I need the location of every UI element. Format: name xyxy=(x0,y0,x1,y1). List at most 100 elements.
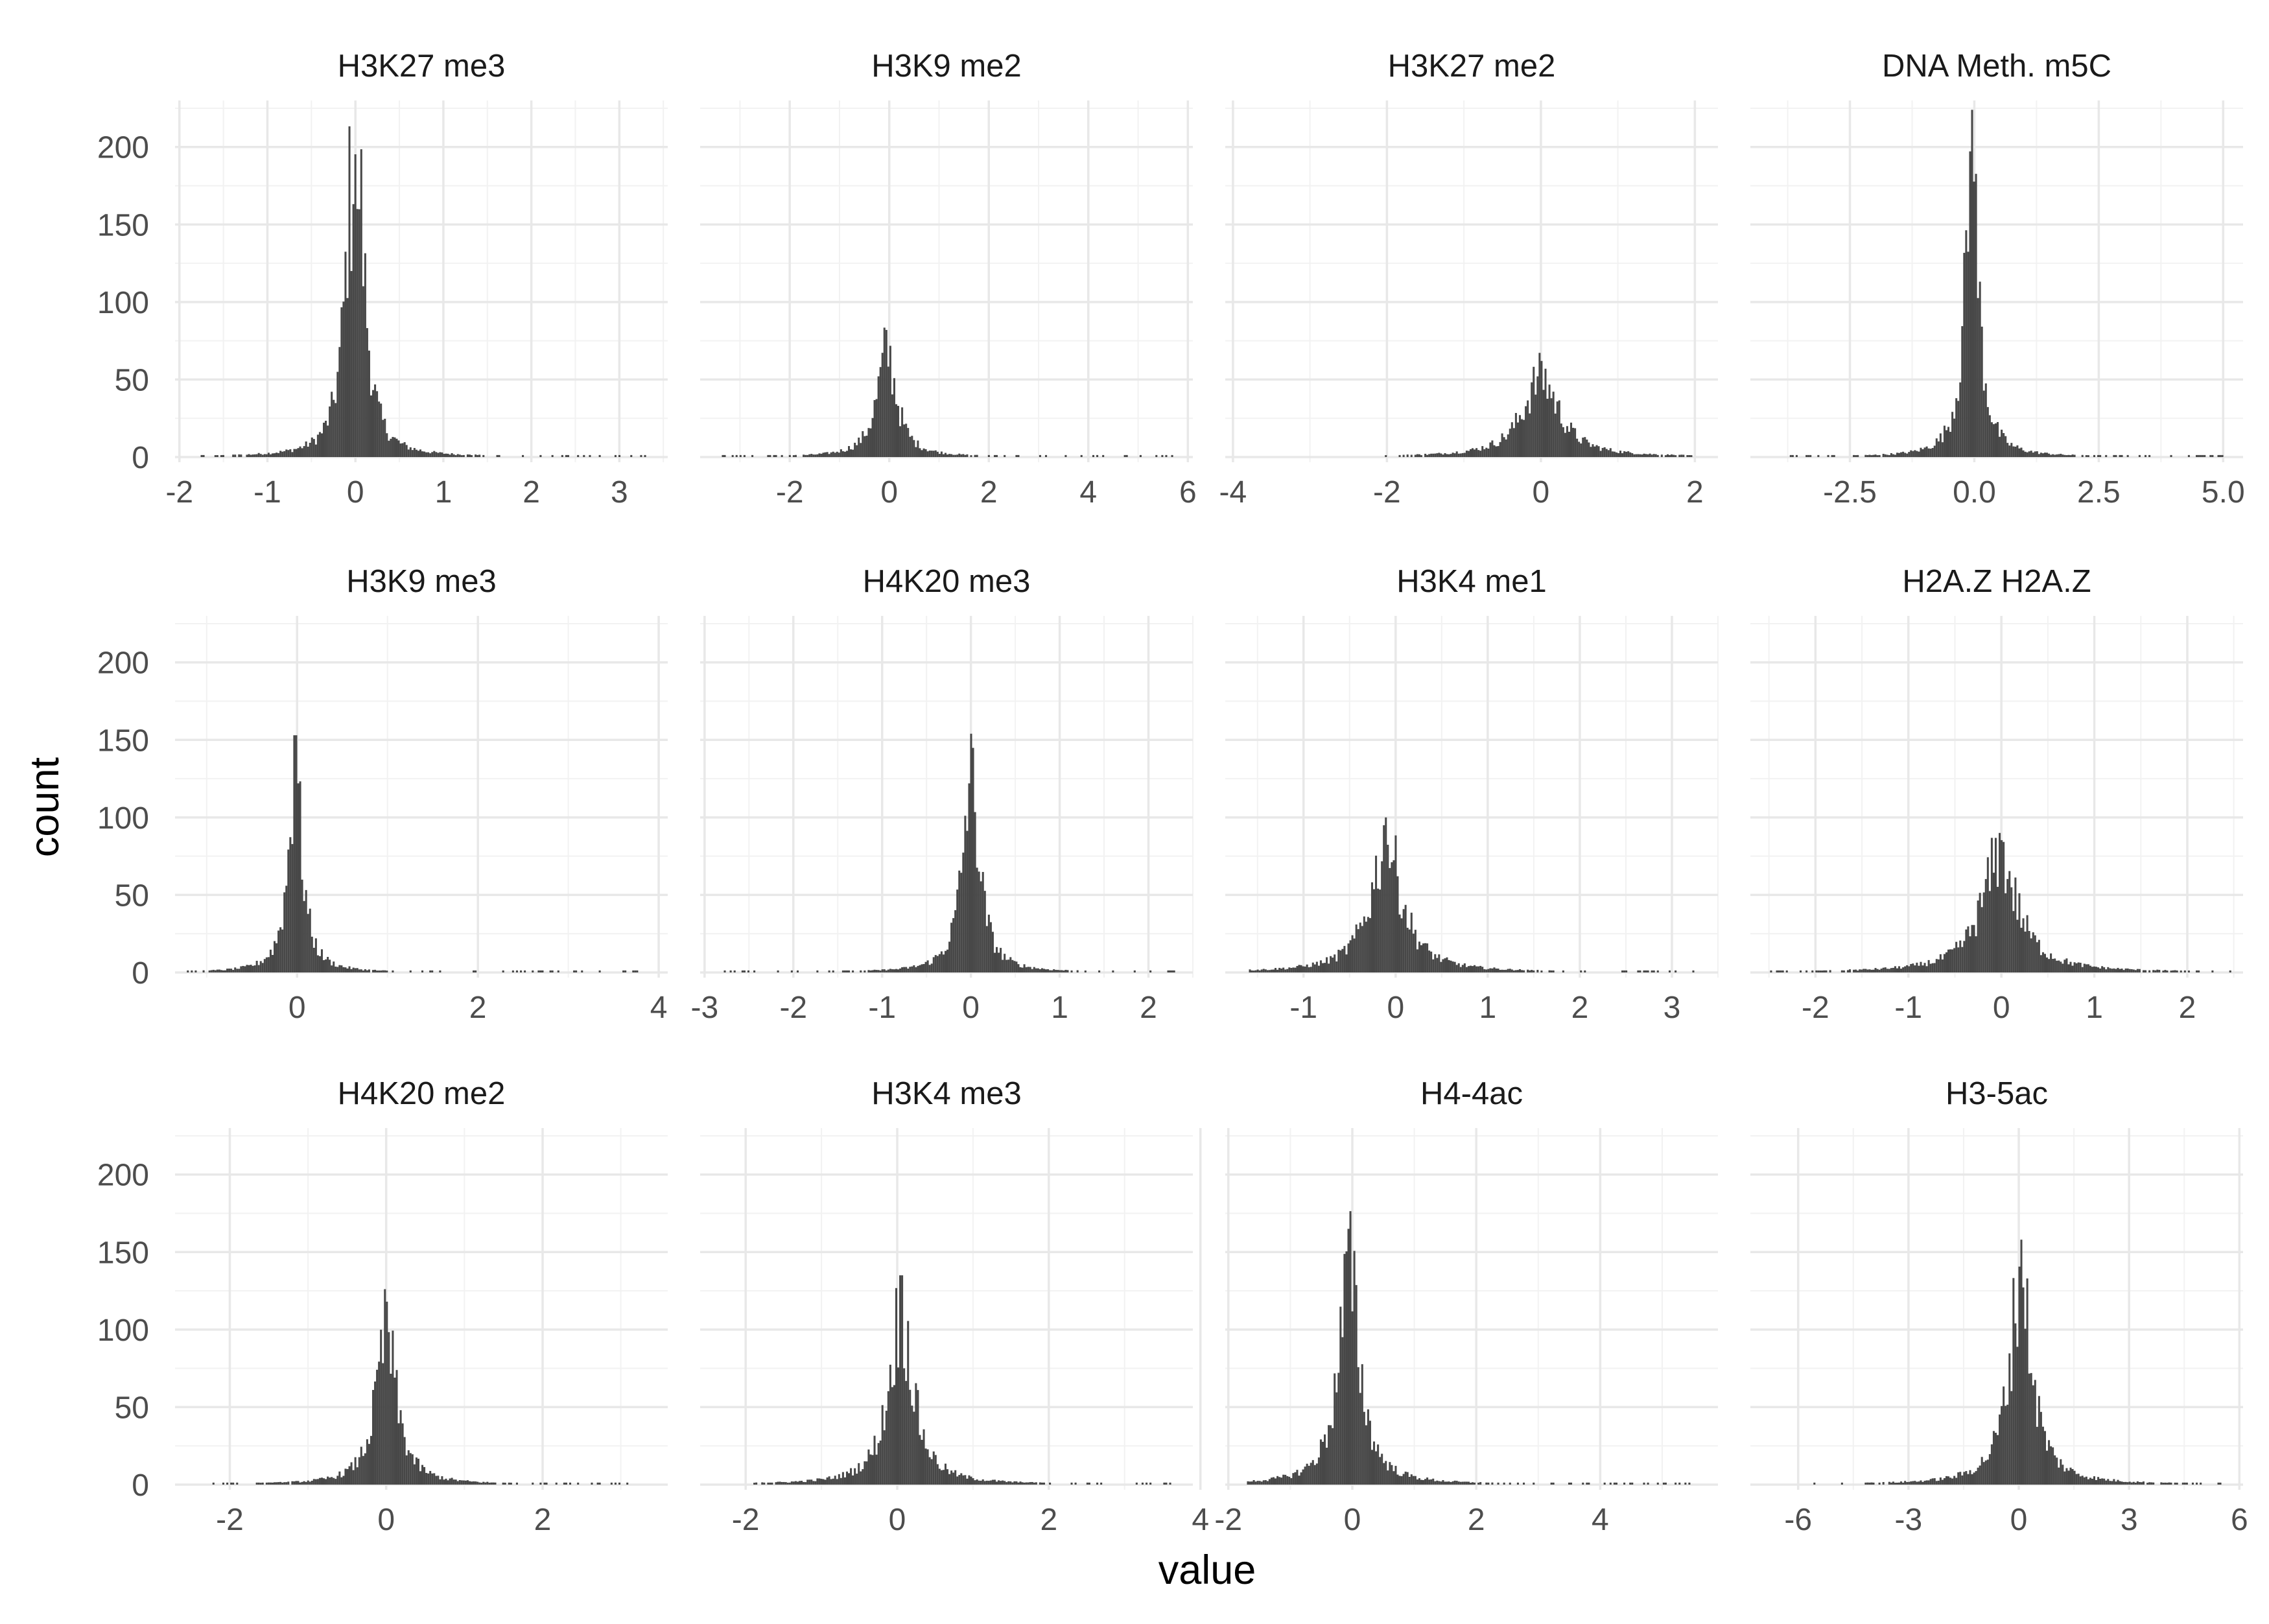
histogram-bar xyxy=(565,1482,567,1485)
histogram-bar xyxy=(2081,967,2084,972)
histogram-bar xyxy=(2174,970,2176,972)
histogram-bar xyxy=(1430,453,1433,457)
histogram-bar xyxy=(1155,454,1158,457)
histogram-bar xyxy=(366,970,368,972)
histogram-bar xyxy=(287,450,290,457)
histogram-bar xyxy=(1533,970,1535,972)
histogram-bar xyxy=(1351,935,1354,972)
histogram-bar xyxy=(1430,951,1433,972)
histogram-bar xyxy=(1831,454,1833,457)
histogram-bar xyxy=(312,947,315,972)
histogram-bar xyxy=(1452,1481,1454,1485)
histogram-bar xyxy=(1645,970,1647,972)
histogram-bar xyxy=(1385,1461,1387,1485)
histogram-bar xyxy=(2006,443,2009,457)
histogram-bar xyxy=(1552,1482,1555,1485)
histogram-bar xyxy=(644,454,646,457)
histogram-bar xyxy=(331,965,333,972)
histogram-bar xyxy=(2187,454,2190,457)
histogram-bar xyxy=(1941,959,1944,972)
histogram-bar xyxy=(2040,955,2042,972)
y-tick-label: 100 xyxy=(97,1313,149,1348)
histogram-bar xyxy=(864,436,866,457)
histogram-bar xyxy=(1669,454,1671,457)
histogram-bar xyxy=(1902,1482,1905,1485)
histogram-bar xyxy=(991,1479,994,1485)
histogram-bar xyxy=(344,1468,347,1485)
histogram-bar xyxy=(267,957,270,972)
histogram-bar xyxy=(1426,1477,1429,1485)
histogram-bar xyxy=(1935,438,1938,457)
histogram-bar xyxy=(1503,437,1505,457)
histogram-bar xyxy=(2150,1482,2153,1485)
facet-panel: H3K27 me2-4 -2 0 2 xyxy=(1219,49,1718,510)
histogram-bar xyxy=(1511,969,1513,972)
histogram-bar xyxy=(356,1467,359,1485)
histogram-bar xyxy=(1912,963,1914,972)
histogram-bar xyxy=(1935,1481,1938,1485)
histogram-bar xyxy=(2063,1471,2066,1485)
histogram-bar xyxy=(1292,1473,1295,1485)
histogram-bar xyxy=(447,453,449,457)
histogram-bar xyxy=(394,437,396,457)
histogram-bar xyxy=(1525,406,1527,457)
histogram-bar xyxy=(475,1481,477,1485)
histogram-bar xyxy=(1442,454,1444,457)
facet-title: H3K9 me2 xyxy=(871,49,1022,84)
histogram-bar xyxy=(401,443,404,457)
histogram-bar xyxy=(1393,860,1395,972)
histogram-bar xyxy=(2119,969,2121,972)
histogram-bar xyxy=(342,967,345,972)
histogram-bar xyxy=(2170,454,2172,457)
histogram-bar xyxy=(399,443,402,457)
histogram-bar xyxy=(1272,969,1275,972)
histogram-bar xyxy=(1288,967,1291,972)
histogram-bar xyxy=(1027,967,1029,972)
histogram-bar xyxy=(1969,936,1971,972)
histogram-bar xyxy=(1882,454,1885,457)
histogram-bar xyxy=(958,453,961,457)
histogram-bar xyxy=(741,970,744,972)
histogram-bar xyxy=(1258,1481,1261,1485)
histogram-bar xyxy=(411,1454,414,1485)
histogram-bar xyxy=(240,454,242,457)
histogram-bar xyxy=(1461,453,1464,457)
histogram-bar xyxy=(2146,1483,2149,1485)
histogram-bar xyxy=(1872,1482,1875,1485)
histogram-bar xyxy=(271,453,274,457)
histogram-bar xyxy=(883,1430,886,1485)
histogram-bar xyxy=(2063,454,2066,457)
histogram-bar xyxy=(1450,1482,1452,1485)
histogram-bar xyxy=(1988,891,1991,972)
histogram-bar xyxy=(1063,970,1065,972)
histogram-bar xyxy=(1337,949,1340,972)
histogram-bar xyxy=(803,1481,805,1485)
histogram-bar xyxy=(1977,298,1979,457)
histogram-bar xyxy=(1135,1482,1138,1485)
histogram-bar xyxy=(964,1475,967,1485)
histogram-bar xyxy=(360,1446,362,1485)
histogram-bar xyxy=(340,965,343,972)
histogram-bar xyxy=(1387,845,1389,972)
histogram-bar xyxy=(1570,422,1573,457)
histogram-bar xyxy=(1988,1453,1991,1485)
histogram-bar xyxy=(2079,963,2082,972)
histogram-bar xyxy=(1984,383,1987,457)
histogram-bar xyxy=(1979,893,1981,972)
histogram-bar xyxy=(2160,1482,2163,1485)
histogram-bar xyxy=(794,1481,797,1485)
histogram-bar xyxy=(954,1470,957,1485)
histogram-bar xyxy=(287,849,290,972)
x-tick-label: 0 xyxy=(1533,475,1550,510)
histogram-bar xyxy=(305,441,307,457)
histogram-bar xyxy=(1536,376,1539,457)
histogram-bar xyxy=(893,1385,895,1485)
histogram-bar xyxy=(471,1481,473,1485)
histogram-bar xyxy=(1868,1482,1871,1485)
histogram-bar xyxy=(232,454,235,457)
histogram-bar xyxy=(893,969,895,972)
x-tick-label: 0 xyxy=(347,475,364,510)
histogram-bar xyxy=(1542,390,1545,457)
histogram-bar xyxy=(921,964,923,972)
histogram-bar xyxy=(464,1480,467,1485)
